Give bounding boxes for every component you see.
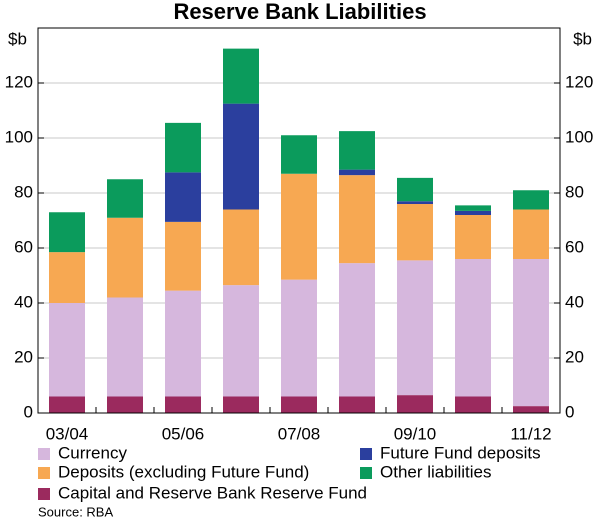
x-tick-label: 05/06 [162, 424, 205, 443]
bar-segment [107, 396, 143, 413]
bar-segment [397, 395, 433, 413]
bar-segment [107, 297, 143, 397]
bar-segment [165, 221, 201, 291]
legend-swatch [360, 448, 372, 460]
bar-segment [339, 396, 375, 413]
chart-title: Reserve Bank Liabilities [173, 0, 426, 24]
bar-segment [281, 135, 317, 174]
y-tick-label: 120 [5, 72, 33, 91]
bar-segment [165, 396, 201, 413]
legend-swatch [360, 467, 372, 479]
x-tick-label: 09/10 [394, 424, 437, 443]
y-tick-label: 60 [14, 237, 33, 256]
y-axis-label: $b [8, 29, 27, 48]
bar-segment [397, 260, 433, 396]
bar-segment [455, 215, 491, 259]
bar-segment [165, 122, 201, 173]
y-tick-label: 0 [24, 402, 33, 421]
bar-segment [281, 173, 317, 280]
bar-segment [339, 263, 375, 397]
y-tick-label: 40 [14, 292, 33, 311]
bar-segment [165, 172, 201, 222]
legend-label: Future Fund deposits [380, 443, 541, 462]
x-tick-label: 07/08 [278, 424, 321, 443]
bar-segment [165, 290, 201, 397]
bar-segment [223, 48, 259, 104]
bar-segment [107, 217, 143, 298]
bar-segment [49, 396, 85, 413]
plot-frame [37, 27, 561, 414]
bar-segment [339, 131, 375, 170]
bar-segment [513, 209, 549, 259]
x-tick-label: 11/12 [510, 424, 551, 443]
bar-segment [281, 279, 317, 397]
bar-segment [223, 103, 259, 210]
bar-segment [339, 169, 375, 176]
y-tick-label: 100 [5, 127, 33, 146]
legend-label: Currency [58, 443, 127, 462]
bar-segment [49, 303, 85, 397]
x-tick-label: 03/04 [46, 424, 89, 443]
y2-tick-label: 100 [565, 127, 593, 146]
bar-segment [397, 201, 433, 204]
bar-segment [223, 396, 259, 413]
y-tick-label: 20 [14, 347, 33, 366]
legend-label: Deposits (excluding Future Fund) [58, 462, 309, 481]
y2-tick-label: 20 [565, 347, 584, 366]
legend-label: Capital and Reserve Bank Reserve Fund [58, 483, 367, 502]
bar-segment [513, 190, 549, 210]
bar-segment [107, 179, 143, 218]
bar-segment [455, 259, 491, 397]
source: Source: RBA [38, 504, 113, 519]
y2-tick-label: 40 [565, 292, 584, 311]
bar-segment [455, 205, 491, 211]
y2-tick-label: 60 [565, 237, 584, 256]
bar-segment [339, 175, 375, 264]
bar-segment [397, 204, 433, 261]
legend-swatch [38, 488, 50, 500]
bar-segment [455, 210, 491, 215]
y2-tick-label: 80 [565, 182, 584, 201]
bar-segment [223, 285, 259, 397]
bar-segment [49, 212, 85, 253]
legend-label: Other liabilities [380, 462, 492, 481]
legend-swatch [38, 467, 50, 479]
y2-axis-label: $b [573, 29, 592, 48]
bar-segment [281, 396, 317, 413]
legend-swatch [38, 448, 50, 460]
y2-tick-label: 0 [565, 402, 574, 421]
bar-segment [513, 406, 549, 413]
y-tick-label: 80 [14, 182, 33, 201]
y2-tick-label: 120 [565, 72, 593, 91]
bar-segment [223, 209, 259, 286]
bar-segment [455, 396, 491, 413]
bar-segment [513, 259, 549, 407]
bar-segment [49, 252, 85, 303]
bar-segment [397, 177, 433, 202]
